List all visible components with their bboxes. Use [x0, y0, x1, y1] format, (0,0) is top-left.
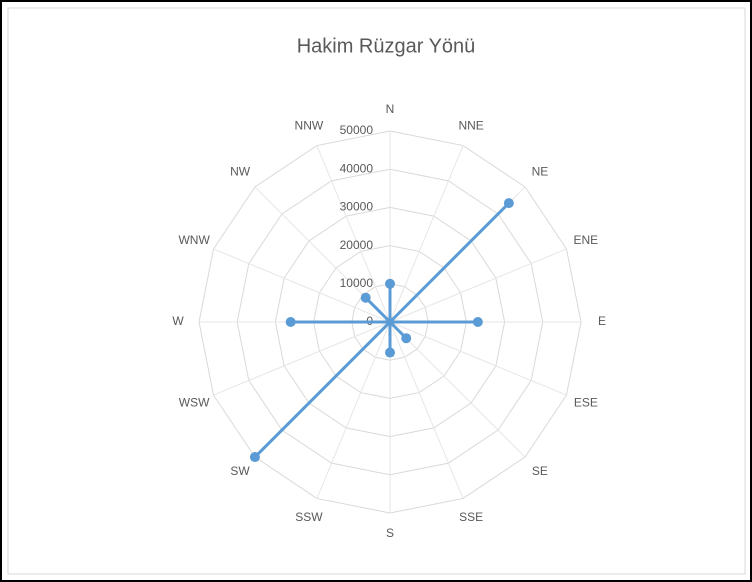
y-tick-label: 20000: [340, 238, 374, 252]
category-label: WNW: [178, 233, 210, 247]
category-label: SE: [532, 464, 548, 478]
category-label: W: [172, 314, 184, 328]
y-tick-label: 50000: [340, 123, 374, 137]
marker: [472, 317, 483, 327]
category-label: SSW: [295, 510, 323, 524]
category-label: NW: [230, 164, 251, 178]
spoke: [389, 145, 464, 323]
spoke: [213, 248, 391, 323]
marker: [401, 333, 412, 344]
category-label: SW: [230, 464, 250, 478]
category-label: NE: [532, 164, 549, 178]
spoke: [316, 321, 391, 499]
category-label: ENE: [574, 233, 599, 247]
category-label: S: [386, 526, 394, 540]
spoke: [389, 321, 526, 458]
marker: [249, 452, 260, 463]
marker: [503, 198, 514, 209]
category-label: SSE: [459, 510, 483, 524]
spoke: [316, 145, 391, 323]
category-label: WSW: [179, 395, 210, 409]
category-label: ESE: [574, 395, 598, 409]
chart-title: Hakim Rüzgar Yönü: [297, 35, 476, 57]
category-label: E: [598, 314, 606, 328]
y-tick-label: 30000: [340, 200, 374, 214]
marker: [385, 278, 395, 289]
spoke: [389, 248, 567, 323]
spoke: [389, 321, 567, 396]
marker: [285, 317, 296, 327]
marker: [385, 347, 395, 358]
marker: [360, 292, 371, 303]
category-label: NNW: [295, 118, 324, 132]
category-label: NNE: [458, 118, 483, 132]
y-tick-label: 40000: [340, 161, 374, 175]
chart-area: [7, 7, 746, 575]
spoke: [213, 321, 391, 396]
category-label: N: [386, 102, 395, 116]
y-tick-label: 10000: [340, 276, 374, 290]
spoke: [389, 321, 464, 499]
